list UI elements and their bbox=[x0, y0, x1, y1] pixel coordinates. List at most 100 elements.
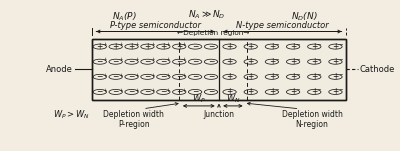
Bar bbox=[92, 39, 346, 100]
Circle shape bbox=[157, 89, 170, 95]
Circle shape bbox=[172, 74, 186, 79]
Text: −: − bbox=[160, 57, 166, 66]
Text: +: + bbox=[166, 57, 170, 62]
Text: −: − bbox=[176, 72, 182, 81]
Text: −: − bbox=[208, 42, 214, 51]
Text: +: + bbox=[150, 88, 154, 93]
Text: +: + bbox=[226, 87, 233, 96]
Circle shape bbox=[244, 74, 257, 79]
Circle shape bbox=[188, 89, 202, 95]
Text: −: − bbox=[128, 72, 135, 81]
Text: +: + bbox=[248, 57, 254, 66]
Text: −: − bbox=[112, 72, 119, 81]
Circle shape bbox=[93, 59, 106, 64]
Circle shape bbox=[188, 59, 202, 64]
Text: −: − bbox=[296, 42, 300, 47]
Text: +: + bbox=[248, 42, 254, 51]
Text: +: + bbox=[97, 42, 103, 51]
Circle shape bbox=[93, 89, 106, 95]
Circle shape bbox=[109, 59, 122, 64]
Circle shape bbox=[93, 44, 106, 49]
Text: P-type semiconductor: P-type semiconductor bbox=[110, 21, 201, 30]
Text: +: + bbox=[150, 42, 154, 47]
Text: −: − bbox=[274, 72, 279, 77]
Circle shape bbox=[141, 44, 154, 49]
Text: +: + bbox=[311, 72, 318, 81]
Text: −: − bbox=[128, 57, 135, 66]
Circle shape bbox=[157, 59, 170, 64]
Text: −: − bbox=[208, 57, 214, 66]
Text: −: − bbox=[208, 87, 214, 96]
Text: −: − bbox=[128, 87, 135, 96]
Text: +: + bbox=[166, 72, 170, 77]
Text: +: + bbox=[102, 42, 107, 47]
Text: −: − bbox=[317, 88, 321, 93]
Text: +: + bbox=[311, 87, 318, 96]
Text: −: − bbox=[192, 72, 198, 81]
Text: +: + bbox=[290, 72, 296, 81]
Text: −: − bbox=[317, 57, 321, 62]
Text: +: + bbox=[166, 88, 170, 93]
Circle shape bbox=[286, 74, 300, 79]
Text: +: + bbox=[118, 72, 123, 77]
Text: −: − bbox=[192, 87, 198, 96]
Text: +: + bbox=[226, 72, 233, 81]
Text: +: + bbox=[150, 72, 154, 77]
Text: $N_A$(P): $N_A$(P) bbox=[112, 11, 137, 23]
Text: +: + bbox=[102, 72, 107, 77]
Text: +: + bbox=[290, 87, 296, 96]
Text: Junction: Junction bbox=[204, 110, 234, 119]
Circle shape bbox=[308, 89, 321, 95]
Circle shape bbox=[329, 59, 342, 64]
Text: −: − bbox=[296, 57, 300, 62]
Text: +: + bbox=[269, 87, 275, 96]
Circle shape bbox=[141, 59, 154, 64]
Text: −: − bbox=[97, 87, 103, 96]
Text: +: + bbox=[176, 42, 182, 51]
Text: $W_P > W_N$: $W_P > W_N$ bbox=[53, 109, 90, 121]
Text: +: + bbox=[269, 57, 275, 66]
Text: −: − bbox=[338, 72, 342, 77]
Text: +: + bbox=[166, 42, 170, 47]
Text: +: + bbox=[290, 57, 296, 66]
Text: +: + bbox=[128, 42, 135, 51]
Text: −: − bbox=[97, 72, 103, 81]
Circle shape bbox=[265, 44, 278, 49]
Text: −: − bbox=[296, 72, 300, 77]
Text: +: + bbox=[182, 88, 186, 93]
Text: −: − bbox=[274, 42, 279, 47]
Text: −: − bbox=[317, 72, 321, 77]
Text: $N_D$(N): $N_D$(N) bbox=[291, 11, 318, 23]
Circle shape bbox=[204, 89, 218, 95]
Text: Depletion width
P-region: Depletion width P-region bbox=[103, 110, 164, 129]
Text: +: + bbox=[118, 57, 123, 62]
Circle shape bbox=[329, 89, 342, 95]
Circle shape bbox=[265, 89, 278, 95]
Circle shape bbox=[223, 89, 236, 95]
Circle shape bbox=[286, 89, 300, 95]
Text: −: − bbox=[112, 57, 119, 66]
Text: +: + bbox=[150, 57, 154, 62]
Text: +: + bbox=[112, 42, 119, 51]
Circle shape bbox=[329, 44, 342, 49]
Text: −: − bbox=[338, 42, 342, 47]
Text: +: + bbox=[248, 87, 254, 96]
Text: +: + bbox=[134, 72, 139, 77]
Circle shape bbox=[109, 89, 122, 95]
Text: $W_N$: $W_N$ bbox=[226, 93, 240, 105]
Text: +: + bbox=[311, 42, 318, 51]
Circle shape bbox=[204, 59, 218, 64]
Text: −: − bbox=[274, 57, 279, 62]
Circle shape bbox=[223, 44, 236, 49]
Circle shape bbox=[308, 44, 321, 49]
Text: −: − bbox=[112, 87, 119, 96]
Circle shape bbox=[157, 44, 170, 49]
Circle shape bbox=[125, 44, 138, 49]
Circle shape bbox=[244, 59, 257, 64]
Circle shape bbox=[125, 59, 138, 64]
Text: −: − bbox=[317, 42, 321, 47]
Text: +: + bbox=[226, 42, 233, 51]
Text: −: − bbox=[296, 88, 300, 93]
Circle shape bbox=[141, 89, 154, 95]
Circle shape bbox=[204, 74, 218, 79]
